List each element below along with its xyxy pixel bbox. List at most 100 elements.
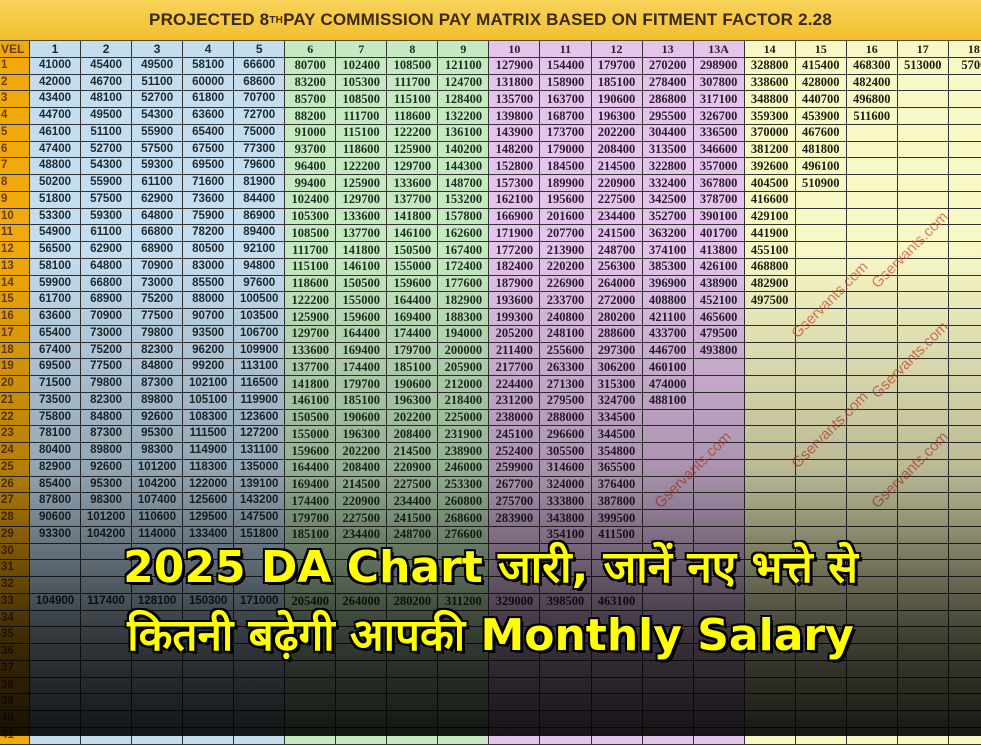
pay-cell: 54300 xyxy=(81,158,133,175)
level-header: VEL xyxy=(0,41,30,58)
pay-cell: 79800 xyxy=(81,376,133,393)
pay-cell xyxy=(897,510,949,527)
pay-cell: 465600 xyxy=(693,309,745,326)
pay-cell: 95300 xyxy=(81,476,133,494)
pay-cell: 169400 xyxy=(387,309,439,326)
pay-cell xyxy=(642,727,694,745)
column-header: 1 xyxy=(29,41,82,58)
pay-cell: 113100 xyxy=(234,359,286,376)
pay-cell: 297300 xyxy=(591,342,643,360)
pay-cell xyxy=(846,175,898,192)
pay-cell: 159600 xyxy=(285,443,337,460)
pay-cell: 264000 xyxy=(591,275,643,293)
pay-cell: 467600 xyxy=(795,124,847,142)
pay-cell: 256300 xyxy=(591,258,643,276)
pay-cell: 61700 xyxy=(29,292,82,309)
pay-cell: 43400 xyxy=(29,91,82,108)
pay-cell: 248700 xyxy=(591,242,643,259)
pay-cell: 51100 xyxy=(132,74,184,92)
pay-cell: 151800 xyxy=(234,526,286,544)
pay-cell: 185100 xyxy=(387,359,439,376)
pay-cell: 227500 xyxy=(336,510,388,527)
pay-cell xyxy=(642,443,694,460)
pay-cell xyxy=(948,459,981,477)
pay-cell: 93700 xyxy=(285,141,337,159)
pay-cell: 79600 xyxy=(234,158,286,175)
pay-cell: 208400 xyxy=(336,459,388,477)
pay-cell: 109900 xyxy=(234,342,286,360)
pay-cell xyxy=(183,711,235,728)
pay-cell: 108500 xyxy=(336,91,388,108)
pay-cell xyxy=(642,660,694,678)
pay-cell xyxy=(132,711,184,728)
pay-cell: 122200 xyxy=(285,292,337,309)
pay-cell xyxy=(846,359,898,376)
pay-cell: 163700 xyxy=(540,91,592,108)
pay-cell: 102100 xyxy=(183,376,235,393)
pay-cell xyxy=(693,593,745,611)
pay-cell: 153200 xyxy=(438,191,490,209)
pay-cell: 164400 xyxy=(285,459,337,477)
pay-cell xyxy=(846,325,898,343)
pay-cell: 260800 xyxy=(438,493,490,510)
pay-cell: 233700 xyxy=(540,292,592,309)
pay-cell xyxy=(948,175,981,192)
pay-cell xyxy=(897,208,949,226)
pay-cell: 75000 xyxy=(234,124,286,142)
column-header: 4 xyxy=(183,41,235,58)
pay-cell: 56500 xyxy=(29,242,82,259)
pay-cell: 100500 xyxy=(234,292,286,309)
column-header: 14 xyxy=(744,41,796,58)
pay-cell xyxy=(693,526,745,544)
level-cell: 8 xyxy=(0,175,30,192)
pay-cell: 84800 xyxy=(132,359,184,376)
table-row: 20 71500 79800 87300 102100 116500 141800 17970… xyxy=(0,376,981,393)
pay-cell: 438900 xyxy=(693,275,745,293)
table-row: 1 41000 45400 49500 58100 66600 80700 102400 108… xyxy=(0,57,981,75)
pay-cell: 73600 xyxy=(183,191,235,209)
table-row: 18 67400 75200 82300 96200 109900 133600 169400… xyxy=(0,342,981,360)
pay-cell: 304400 xyxy=(642,124,694,142)
pay-cell: 140200 xyxy=(438,141,490,159)
pay-cell: 381200 xyxy=(744,141,796,159)
pay-cell xyxy=(846,191,898,209)
pay-cell xyxy=(795,459,847,477)
pay-cell: 185100 xyxy=(336,392,388,410)
pay-cell xyxy=(744,476,796,494)
pay-cell: 415400 xyxy=(795,57,847,75)
pay-cell xyxy=(948,242,981,259)
pay-cell: 118600 xyxy=(336,141,388,159)
title-text: PROJECTED 8 xyxy=(149,10,270,29)
pay-cell: 150300 xyxy=(183,593,235,611)
pay-cell: 70900 xyxy=(81,309,133,326)
pay-cell: 73500 xyxy=(29,392,82,410)
pay-cell: 482400 xyxy=(846,74,898,92)
pay-cell: 220900 xyxy=(387,459,439,477)
pay-cell: 231200 xyxy=(489,392,541,410)
pay-cell: 71500 xyxy=(29,376,82,393)
pay-cell: 129500 xyxy=(183,510,235,527)
pay-cell xyxy=(540,660,592,678)
pay-cell xyxy=(744,309,796,326)
pay-cell: 99400 xyxy=(285,175,337,192)
pay-cell xyxy=(846,510,898,527)
column-header: 10 xyxy=(489,41,541,58)
pay-cell: 248100 xyxy=(540,325,592,343)
pay-cell xyxy=(132,677,184,695)
pay-cell: 79800 xyxy=(132,325,184,343)
pay-cell: 214500 xyxy=(336,476,388,494)
pay-cell xyxy=(795,309,847,326)
pay-cell: 174400 xyxy=(336,359,388,376)
table-row: 15 61700 68900 75200 88000 100500 122200 155000… xyxy=(0,292,981,309)
pay-cell: 346600 xyxy=(693,141,745,159)
pay-cell xyxy=(948,660,981,678)
pay-cell xyxy=(693,426,745,443)
pay-cell: 376400 xyxy=(591,476,643,494)
column-header: 3 xyxy=(132,41,184,58)
pay-cell xyxy=(948,309,981,326)
pay-cell: 213900 xyxy=(540,242,592,259)
pay-cell: 272000 xyxy=(591,292,643,309)
pay-cell xyxy=(744,660,796,678)
pay-cell: 288000 xyxy=(540,409,592,427)
pay-cell: 354800 xyxy=(591,443,643,460)
